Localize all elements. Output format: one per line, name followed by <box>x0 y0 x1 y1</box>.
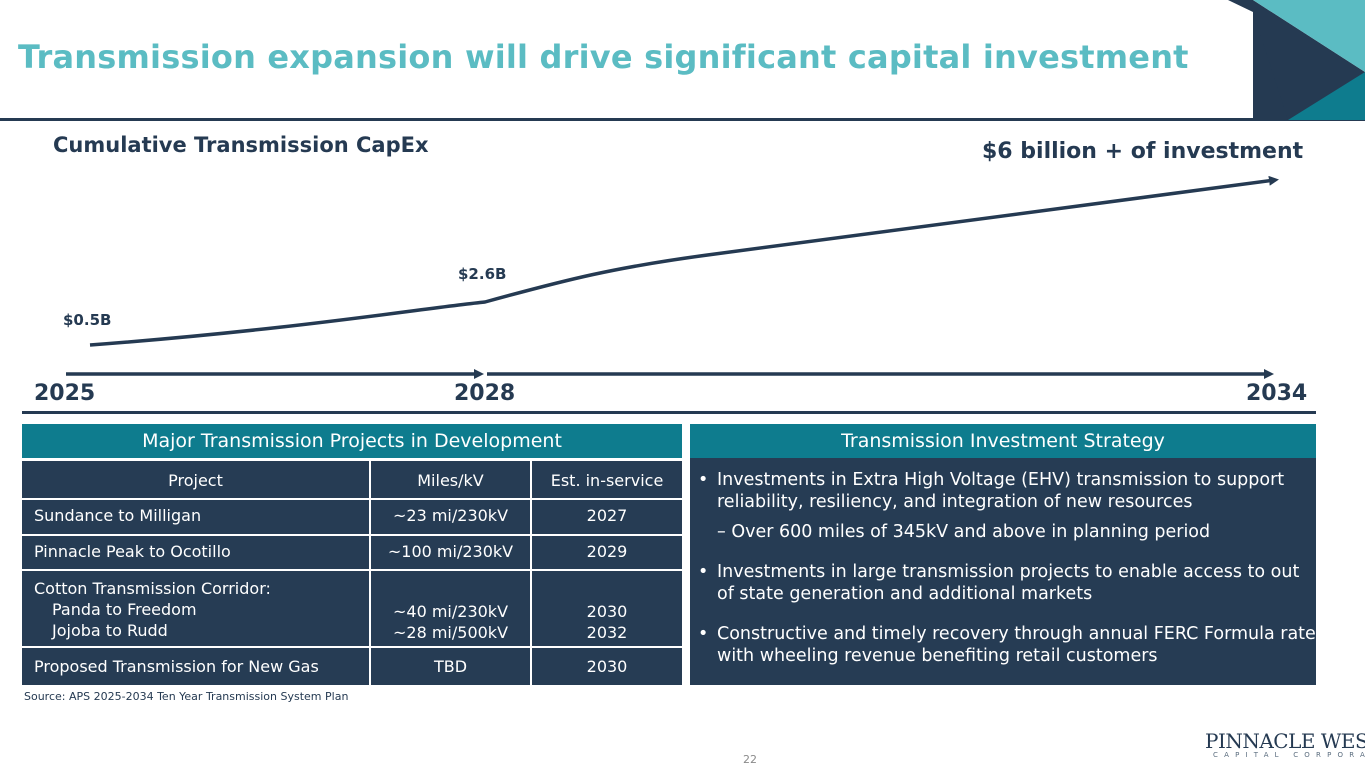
strategy-bullet: • Investments in large transmission proj… <box>698 562 1300 604</box>
page-number: 22 <box>743 753 757 766</box>
data-label-2028: $2.6B <box>458 265 507 283</box>
table-cell-year: 2032 <box>586 623 628 642</box>
title-divider <box>0 118 1365 121</box>
bullet-icon: • <box>698 624 709 644</box>
section-divider <box>22 411 1316 414</box>
table-cell-subproject: Panda to Freedom <box>52 600 197 619</box>
table-cell-year: 2030 <box>586 657 628 676</box>
column-header-in-service: Est. in-service <box>550 471 664 490</box>
strategy-bullet: • Investments in Extra High Voltage (EHV… <box>698 470 1285 512</box>
table-cell-miles: ~28 mi/500kV <box>392 623 509 642</box>
strategy-bullet: • Constructive and timely recovery throu… <box>698 624 1316 666</box>
table-cell-miles: TBD <box>433 657 468 676</box>
tick-label-2028: 2028 <box>454 381 516 406</box>
projects-table: Project Miles/kV Est. in-service Sundanc… <box>22 461 682 685</box>
capex-series-line <box>89 175 1279 347</box>
table-cell-miles: ~100 mi/230kV <box>387 542 514 561</box>
table-cell-miles: ~23 mi/230kV <box>392 506 509 525</box>
tick-label-2025: 2025 <box>34 381 96 406</box>
table-cell-year: 2027 <box>586 506 628 525</box>
bullet-icon: • <box>698 470 709 490</box>
strategy-panel: • Investments in Extra High Voltage (EHV… <box>690 458 1316 685</box>
strategy-sub-bullet: – Over 600 miles of 345kV and above in p… <box>717 522 1211 542</box>
page-title: Transmission expansion will drive signif… <box>18 38 1189 76</box>
projects-panel-header: Major Transmission Projects in Developme… <box>22 424 682 458</box>
table-cell-project: Sundance to Milligan <box>34 506 202 525</box>
company-logo: PINNACLE WEST CAPITAL CORPORATION <box>1205 729 1365 759</box>
table-cell-project: Proposed Transmission for New Gas <box>34 657 319 676</box>
investment-callout: $6 billion + of investment <box>982 139 1304 164</box>
table-cell-year: 2029 <box>586 542 628 561</box>
logo-subtitle: CAPITAL CORPORATION <box>1213 751 1365 759</box>
bullet-icon: • <box>698 562 709 582</box>
tick-label-2034: 2034 <box>1246 381 1308 406</box>
table-cell-miles: ~40 mi/230kV <box>392 602 509 621</box>
corner-decoration <box>1228 0 1365 120</box>
chart-title: Cumulative Transmission CapEx <box>53 133 429 157</box>
column-header-project: Project <box>168 471 223 490</box>
table-cell-project: Pinnacle Peak to Ocotillo <box>34 542 231 561</box>
table-cell-project: Cotton Transmission Corridor: <box>34 579 271 598</box>
table-cell-year: 2030 <box>586 602 628 621</box>
capex-chart <box>66 175 1279 379</box>
source-note: Source: APS 2025-2034 Ten Year Transmiss… <box>24 690 349 703</box>
column-header-miles: Miles/kV <box>417 471 484 490</box>
logo-wordmark: PINNACLE WEST <box>1205 729 1365 753</box>
table-cell-subproject: Jojoba to Rudd <box>52 621 168 640</box>
strategy-panel-header: Transmission Investment Strategy <box>690 424 1316 458</box>
data-label-2025: $0.5B <box>63 311 112 329</box>
